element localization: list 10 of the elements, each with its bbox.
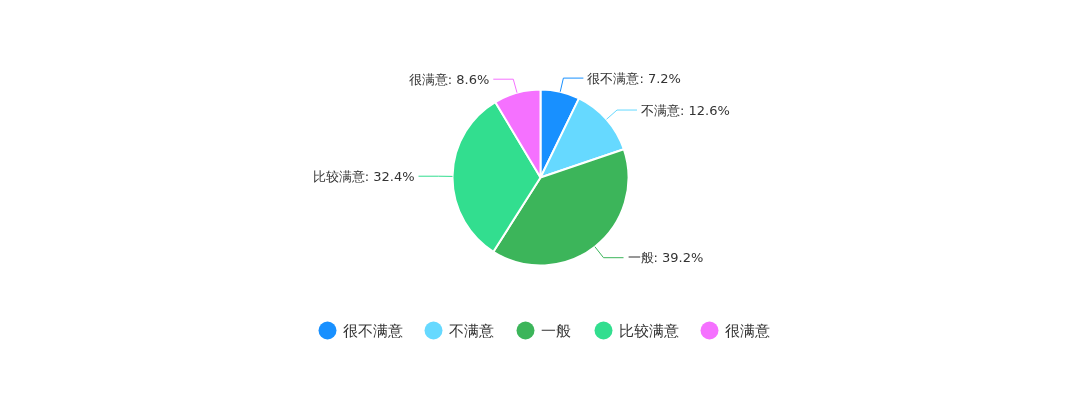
category-label: 一般: 39.2% (627, 250, 704, 266)
category-label: 很满意: 8.6% (408, 71, 490, 87)
legend-label: 比较满意 (618, 321, 679, 340)
legend-label: 很满意 (724, 321, 770, 340)
legend-label: 不满意 (448, 321, 494, 340)
legend-label: 很不满意 (342, 321, 403, 340)
category-label: 不满意: 12.6% (641, 102, 730, 118)
category-label: 比较满意: 32.4% (312, 168, 415, 184)
legend-label: 一般 (540, 321, 571, 340)
category-label: 很不满意: 7.2% (587, 70, 681, 86)
